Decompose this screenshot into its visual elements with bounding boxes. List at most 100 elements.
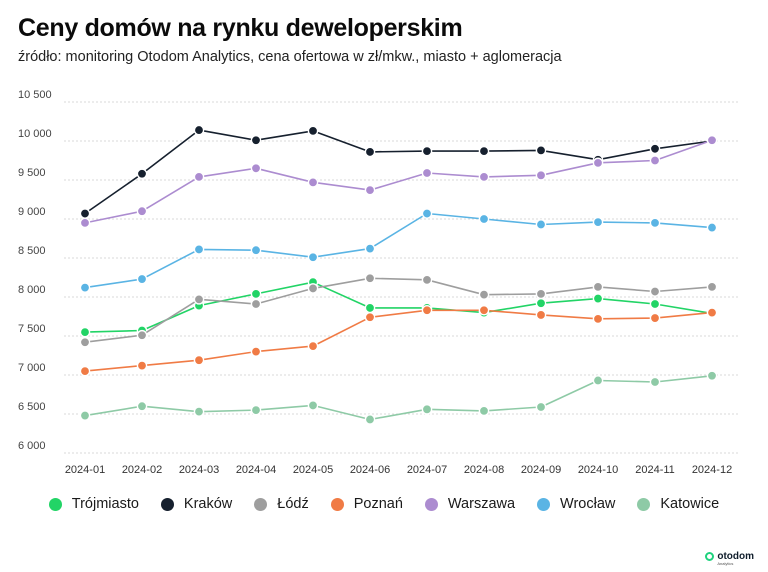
data-point [649, 376, 661, 388]
legend-marker [537, 497, 551, 511]
data-point [535, 219, 547, 230]
data-point [706, 222, 718, 233]
chart-title: Ceny domów na rynku deweloperskim [18, 14, 463, 42]
otodom-logo-icon [705, 552, 715, 561]
data-point [592, 293, 604, 304]
legend-item: Łódź [254, 496, 309, 512]
data-point [250, 162, 262, 174]
y-tick-label: 8 000 [18, 284, 46, 296]
legend-item: Warszawa [424, 496, 516, 512]
legend-label: Łódź [277, 496, 309, 512]
data-point [364, 184, 376, 196]
x-tick-label: 2024-10 [578, 464, 618, 476]
data-point [136, 205, 148, 217]
legend-item: Trójmiasto [48, 496, 139, 512]
chart-subtitle: źródło: monitoring Otodom Analytics, cen… [18, 49, 562, 65]
data-point [307, 125, 319, 137]
data-point [193, 294, 205, 305]
data-point [421, 274, 433, 286]
legend-marker [48, 497, 62, 511]
data-point [307, 251, 319, 263]
y-tick-label: 7 500 [18, 323, 46, 335]
series-line [84, 277, 713, 343]
data-point [193, 171, 205, 183]
data-point [364, 243, 376, 254]
data-point [79, 410, 91, 421]
data-point [592, 157, 604, 169]
data-point [364, 311, 376, 323]
data-point [421, 304, 433, 316]
legend-marker [254, 497, 268, 511]
data-point [250, 134, 262, 146]
series-line [84, 129, 713, 215]
legend-label: Kraków [183, 496, 233, 512]
data-point [535, 297, 547, 309]
data-point [649, 312, 661, 324]
legend-label: Trójmiasto [71, 496, 139, 512]
data-point [79, 326, 91, 338]
data-point [79, 208, 91, 219]
data-point [250, 298, 262, 310]
series-line [84, 212, 713, 289]
y-tick-label: 10 500 [18, 89, 52, 101]
data-point [250, 288, 262, 300]
data-point [250, 346, 262, 357]
data-point [649, 217, 661, 229]
legend-item: Kraków [160, 496, 233, 512]
x-tick-label: 2024-08 [464, 464, 504, 476]
legend-item: Poznań [330, 496, 403, 512]
x-tick-label: 2024-02 [122, 464, 162, 476]
data-point [649, 143, 661, 155]
data-point [307, 400, 319, 411]
data-point [592, 216, 604, 228]
x-tick-label: 2024-07 [407, 464, 447, 476]
data-point [592, 281, 604, 293]
data-point [592, 313, 604, 325]
data-point [535, 401, 547, 413]
data-point [535, 288, 547, 300]
data-point [706, 370, 718, 382]
data-point [79, 217, 91, 229]
y-tick-label: 9 500 [18, 167, 46, 179]
data-point [478, 405, 490, 417]
legend-label: Wrocław [560, 496, 616, 512]
brand-sub: Analytics [717, 561, 734, 566]
y-tick-label: 6 000 [18, 440, 46, 452]
data-point [364, 414, 376, 425]
data-point [364, 272, 376, 284]
legend-item: Wrocław [537, 496, 615, 512]
brand-name: otodom [717, 551, 754, 562]
x-tick-label: 2024-05 [293, 464, 333, 476]
y-tick-label: 8 500 [18, 245, 46, 257]
series-line [84, 139, 713, 224]
series-line [84, 309, 713, 372]
data-point [250, 404, 262, 416]
data-point [136, 360, 148, 371]
data-point [535, 170, 547, 181]
series-line [84, 375, 713, 421]
x-tick-label: 2024-11 [635, 464, 675, 476]
data-point [79, 282, 91, 293]
legend-marker [424, 497, 438, 511]
data-point [706, 134, 718, 146]
data-point [421, 208, 433, 219]
data-point [592, 375, 604, 386]
data-point [307, 283, 319, 294]
data-point [478, 289, 490, 300]
data-point [535, 309, 547, 321]
x-tick-label: 2024-04 [236, 464, 276, 476]
chart-legend: Trójmiasto Kraków Łódź Poznań Warszawa Wrocła… [0, 496, 768, 512]
data-point [421, 404, 433, 415]
y-tick-label: 6 500 [18, 401, 46, 413]
x-tick-label: 2024-09 [521, 464, 561, 476]
legend-marker [330, 497, 344, 511]
legend-label: Katowice [660, 496, 720, 512]
legend-label: Warszawa [447, 496, 516, 512]
legend-marker [637, 497, 651, 511]
data-point [250, 244, 262, 256]
x-tick-label: 2024-03 [179, 464, 219, 476]
data-point [649, 155, 661, 166]
data-point [649, 286, 661, 297]
y-tick-label: 9 000 [18, 206, 46, 218]
